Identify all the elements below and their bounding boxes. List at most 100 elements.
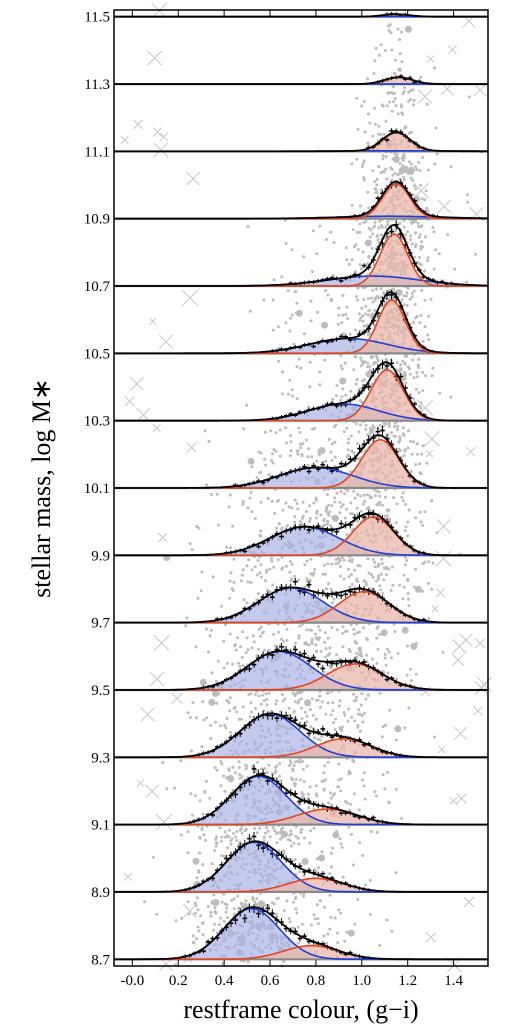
y-tick-label: 11.3 [84, 77, 110, 93]
scatter-point [191, 941, 195, 945]
scatter-point [213, 922, 216, 926]
scatter-point [337, 785, 341, 789]
scatter-point [328, 646, 332, 650]
scatter-point [220, 839, 223, 843]
scatter-point [212, 899, 220, 906]
scatter-point [246, 960, 250, 964]
scatter-point [426, 259, 430, 263]
scatter-point [331, 793, 335, 797]
scatter-point [349, 802, 353, 806]
scatter-point [331, 709, 335, 713]
total-fit-curve [114, 180, 488, 220]
y-tick-label: 9.9 [91, 548, 110, 564]
scatter-point [266, 588, 269, 592]
scatter-point [292, 342, 296, 346]
scatter-point [394, 738, 398, 742]
outlier-cross [182, 290, 199, 306]
scatter-point [351, 512, 355, 516]
scatter-point [373, 790, 377, 794]
scatter-point [381, 170, 385, 173]
scatter-point [285, 639, 289, 642]
scatter-point [341, 503, 345, 507]
scatter-point [364, 423, 368, 427]
scatter-point [403, 563, 407, 567]
scatter-point [205, 483, 208, 487]
scatter-point [373, 180, 377, 184]
scatter-point [349, 389, 353, 393]
scatter-point [215, 492, 219, 496]
scatter-point [373, 220, 377, 224]
scatter-point [272, 448, 276, 452]
scatter-point [258, 471, 262, 475]
scatter-point [412, 585, 416, 589]
scatter-point [322, 488, 326, 492]
scatter-point [404, 25, 412, 33]
scatter-point [358, 630, 361, 634]
scatter-point [225, 717, 229, 720]
scatter-point [260, 767, 264, 771]
scatter-point [360, 714, 364, 718]
scatter-point [266, 497, 270, 500]
scatter-point [394, 521, 398, 525]
scatter-point [224, 910, 228, 914]
scatter-point [434, 248, 438, 252]
scatter-point [366, 638, 369, 642]
scatter-point [222, 920, 226, 923]
scatter-point [394, 787, 398, 791]
scatter-point [244, 767, 248, 771]
scatter-point [220, 835, 224, 839]
scatter-point [414, 463, 418, 467]
scatter-point [220, 762, 224, 766]
red-population-fill [114, 591, 488, 623]
scatter-point [403, 86, 407, 90]
x-tick-label: 0.6 [261, 973, 280, 989]
scatter-point [309, 829, 312, 833]
scatter-point [412, 255, 416, 259]
scatter-point [340, 729, 344, 732]
scatter-point [217, 692, 221, 696]
scatter-point [326, 522, 329, 526]
scatter-point [361, 319, 365, 323]
scatter-point [207, 440, 211, 443]
scatter-point [400, 816, 403, 820]
scatter-point [228, 493, 232, 497]
scatter-point [378, 944, 382, 947]
scatter-point [362, 771, 366, 775]
scatter-point [339, 911, 343, 915]
scatter-point [237, 760, 241, 764]
scatter-point [213, 766, 217, 770]
scatter-point [400, 30, 404, 34]
scatter-point [354, 328, 358, 332]
scatter-point [271, 461, 275, 465]
scatter-point [240, 774, 244, 778]
scatter-point [406, 170, 410, 174]
scatter-point [409, 234, 413, 238]
scatter-point [259, 500, 263, 504]
scatter-point [335, 829, 339, 833]
scatter-point [300, 453, 304, 456]
scatter-point [342, 711, 346, 714]
scatter-point [315, 459, 319, 463]
scatter-point [314, 496, 318, 500]
scatter-point [241, 705, 245, 709]
scatter-point [384, 488, 388, 492]
scatter-point [432, 267, 436, 271]
scatter-point [388, 295, 392, 298]
scatter-point [325, 941, 329, 945]
scatter-point [240, 717, 244, 721]
scatter-point [300, 516, 304, 520]
outlier-cross [158, 532, 168, 543]
scatter-point [331, 274, 335, 277]
total-fit-curve [114, 511, 488, 557]
scatter-point [282, 639, 286, 643]
scatter-point [353, 922, 357, 926]
scatter-point [295, 365, 299, 369]
scatter-point [366, 297, 370, 300]
scatter-point [277, 849, 281, 853]
scatter-point [406, 592, 410, 595]
scatter-point [235, 710, 239, 714]
scatter-point [266, 829, 270, 833]
scatter-point [347, 262, 351, 266]
scatter-point [415, 375, 419, 379]
scatter-point [331, 397, 335, 401]
